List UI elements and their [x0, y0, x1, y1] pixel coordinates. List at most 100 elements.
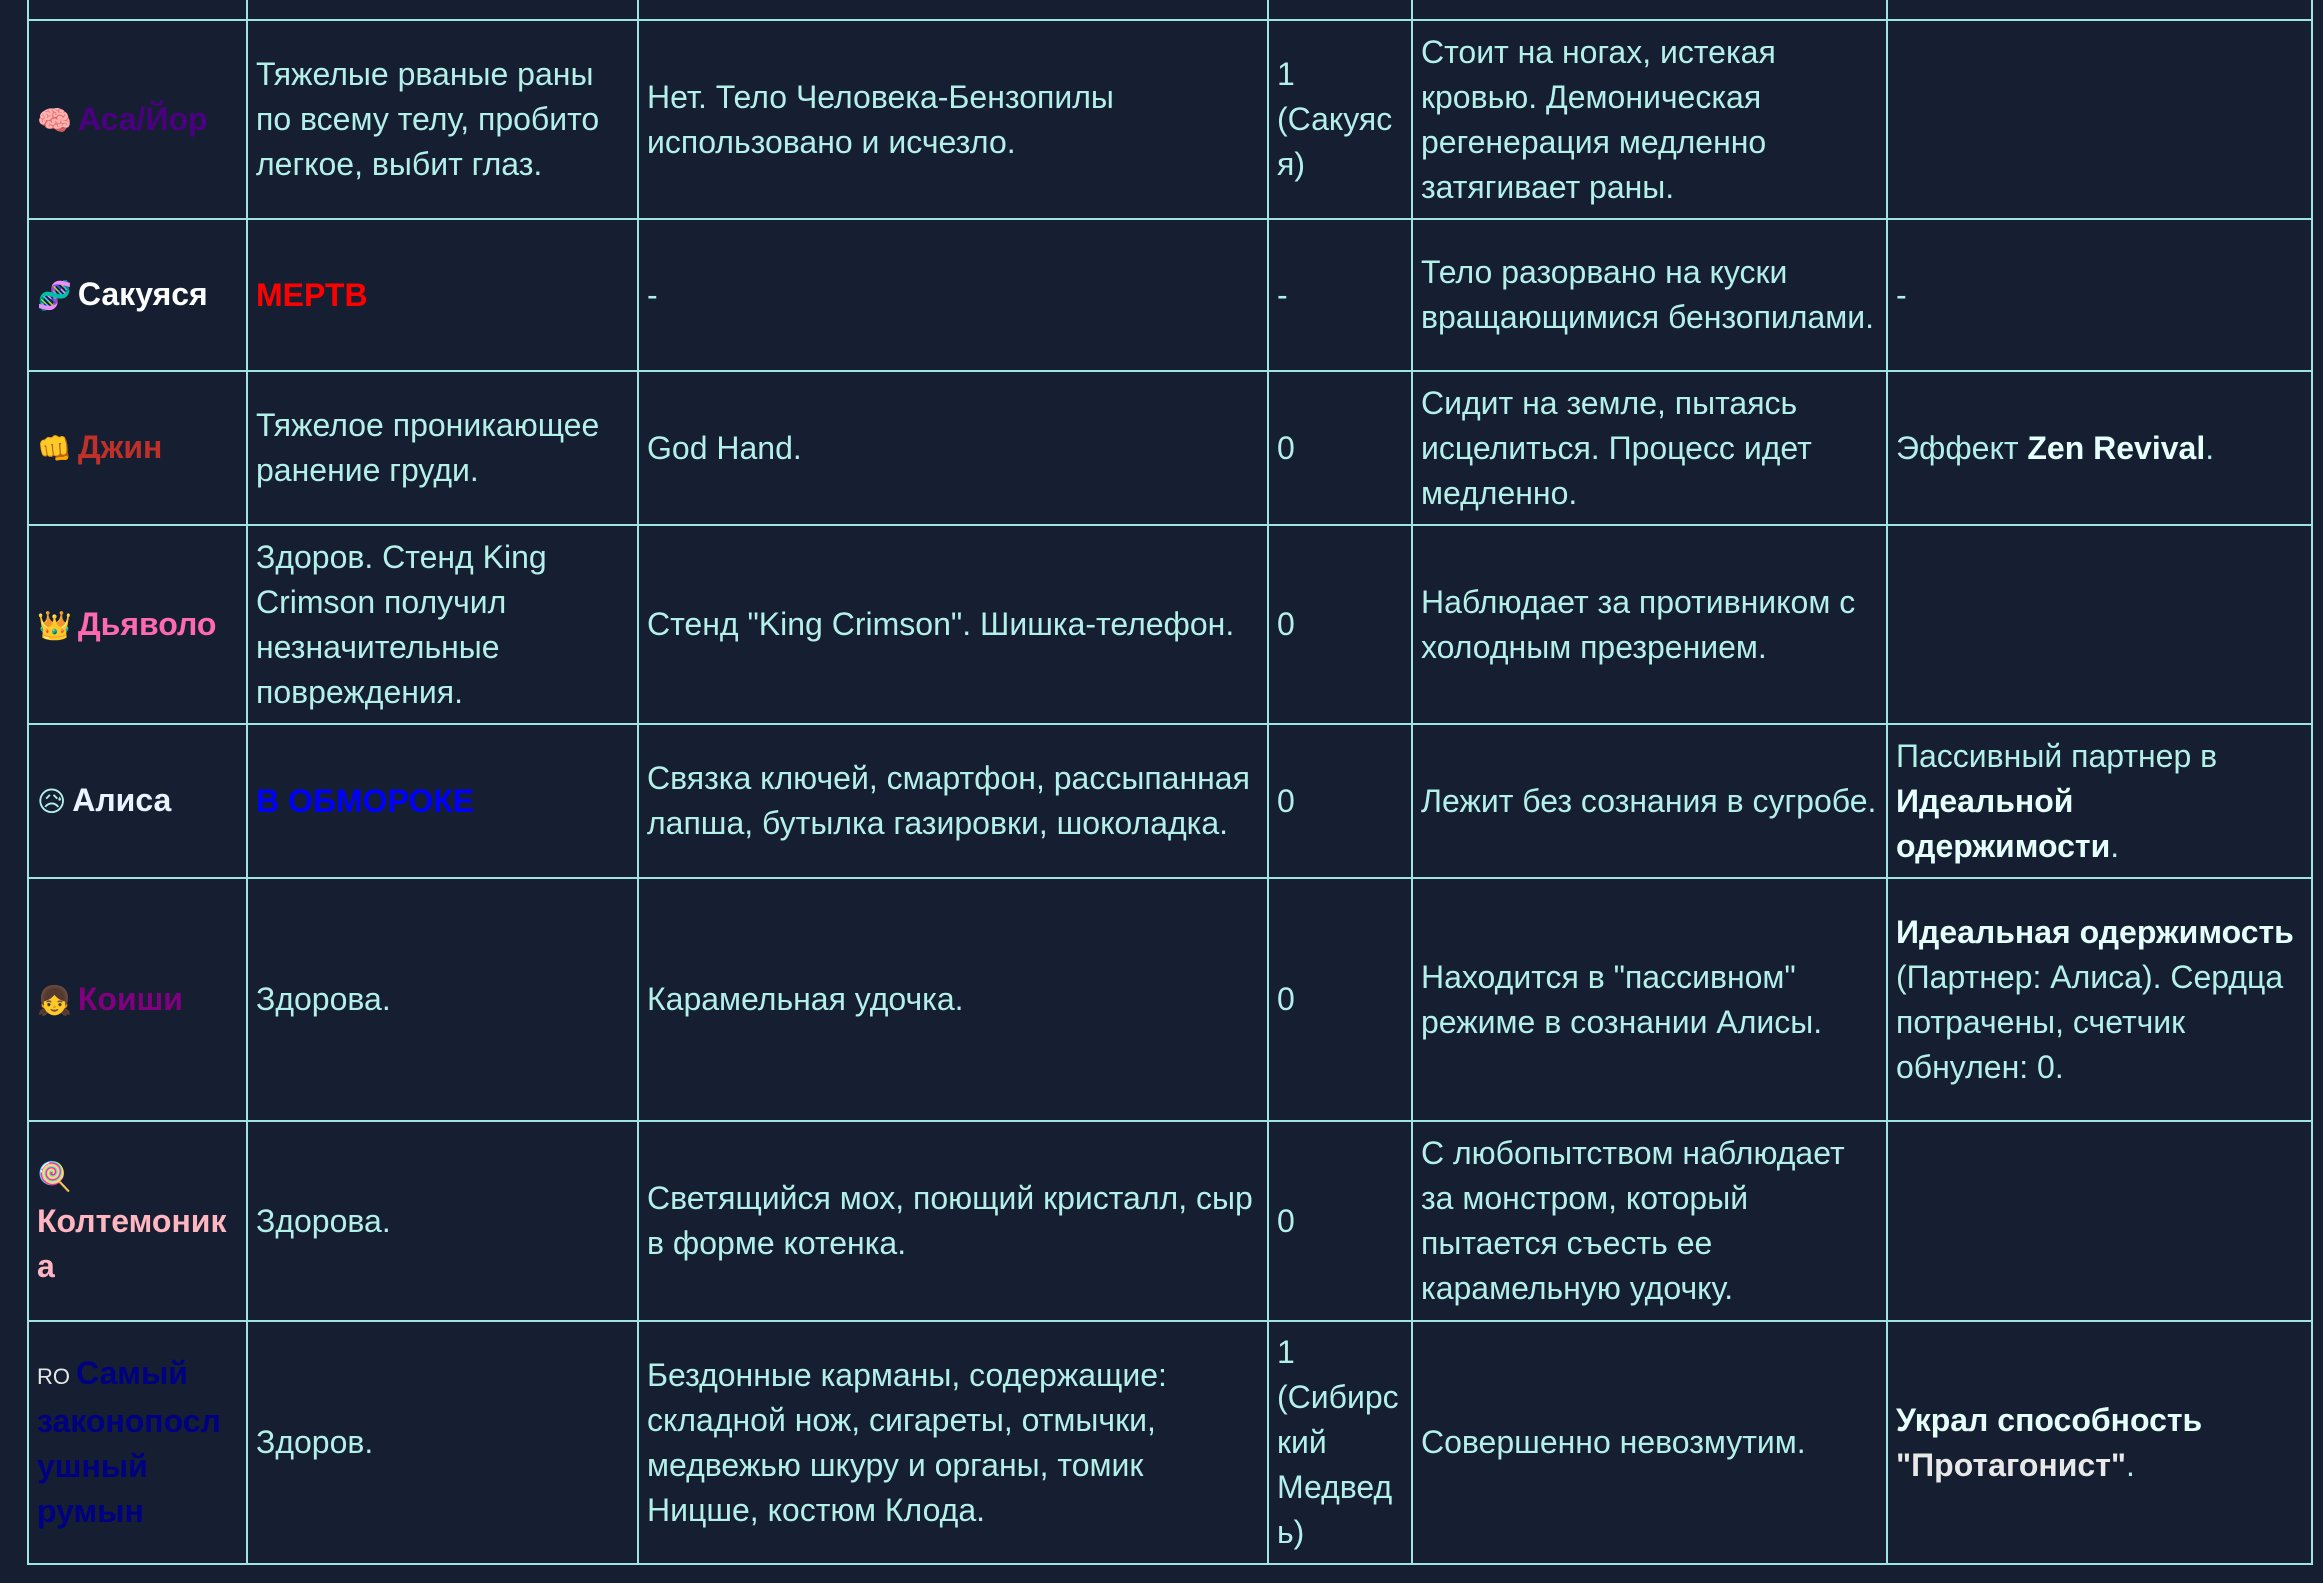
count-text: 0	[1277, 606, 1295, 642]
character-cell: 🍭 Колтемоника	[27, 1120, 248, 1322]
items-text: Связка ключей, смартфон, рассыпанная лап…	[647, 760, 1250, 841]
table-row: 👧 Коиши Здорова. Карамельная удочка. 0 На…	[27, 877, 2313, 1122]
count-text: 0	[1277, 1202, 1295, 1239]
health-text: Тяжелое проникающее ранение груди.	[256, 407, 600, 488]
state-text: Совершенно невозмутим.	[1421, 1424, 1806, 1460]
notes-text: .	[2110, 827, 2120, 864]
health-cell: Тяжелое проникающее ранение груди.	[246, 370, 639, 526]
notes-cell: Украл способность "Протагонист".	[1886, 1320, 2313, 1565]
state-cell: Тело разорвано на куски вращающимися бен…	[1411, 218, 1888, 372]
health-text: Здоров. Стенд King Crimson получил незна…	[256, 538, 547, 710]
count-text: 0	[1277, 429, 1295, 466]
table-row: 😥 Алиса В ОБМОРОКЕ Связка ключей, смартфо…	[27, 723, 2313, 879]
notes-cell	[1886, 524, 2313, 725]
girl-icon: 👧	[37, 984, 72, 1016]
items-cell: God Hand.	[637, 370, 1269, 526]
count-text: 0	[1277, 981, 1295, 1017]
state-cell: Сидит на земле, пытаясь исцелиться. Проц…	[1411, 370, 1888, 526]
health-text: Тяжелые рваные раны по всему телу, проби…	[256, 56, 600, 182]
count-cell: 1 (Сакуяся)	[1267, 19, 1413, 220]
notes-cell: Идеальная одержимость (Партнер: Алиса). …	[1886, 877, 2313, 1122]
health-cell: Тяжелые рваные раны по всему телу, проби…	[246, 19, 639, 220]
notes-text: .	[2205, 429, 2215, 466]
count-cell: 1 (Сибирский Медведь)	[1267, 1320, 1413, 1565]
notes-text: (Партнер: Алиса). Сердца потрачены, счет…	[1896, 958, 2284, 1085]
items-text: Бездонные карманы, содержащие: складной …	[647, 1356, 1167, 1528]
notes-highlight: Украл способность	[1896, 1401, 2203, 1438]
character-name: Коиши	[77, 980, 183, 1017]
health-cell: Здорова.	[246, 1120, 639, 1322]
notes-cell	[1886, 19, 2313, 220]
health-cell: Здорова.	[246, 877, 639, 1122]
notes-text: Пассивный партнер в	[1896, 737, 2218, 774]
notes-highlight: Идеальной одержимости	[1896, 782, 2111, 864]
table-row: RO Самый законопослушный румын Здоров. Бе…	[27, 1320, 2313, 1565]
health-cell: МЕРТВ	[246, 218, 639, 372]
count-cell: 0	[1267, 524, 1413, 725]
items-cell: -	[637, 218, 1269, 372]
notes-cell	[1886, 1120, 2313, 1322]
character-status-table: 🧠 Аса/Йор Тяжелые рваные раны по всему те…	[27, 0, 2313, 1565]
character-name: Аса/Йор	[77, 100, 208, 137]
character-name: Джин	[77, 429, 163, 465]
character-name: Сакуяся	[77, 276, 208, 312]
state-cell: Стоит на ногах, истекая кровью. Демониче…	[1411, 19, 1888, 220]
items-cell: Стенд "King Crimson". Шишка-телефон.	[637, 524, 1269, 725]
health-text: Здорова.	[256, 1202, 391, 1239]
notes-text: .	[2126, 1446, 2135, 1483]
health-text: В ОБМОРОКЕ	[256, 782, 475, 819]
character-name: Самый законопослушный румын	[37, 1355, 221, 1529]
count-text: 1 (Сакуяся)	[1277, 56, 1393, 182]
health-cell: Здоров.	[246, 1320, 639, 1565]
notes-text: -	[1896, 276, 1907, 313]
health-cell: В ОБМОРОКЕ	[246, 723, 639, 879]
items-cell: Светящийся мох, поющий кристалл, сыр в ф…	[637, 1120, 1269, 1322]
count-cell: -	[1267, 218, 1413, 372]
state-text: Находится в "пассивном" режиме в сознани…	[1421, 958, 1823, 1040]
count-cell: 0	[1267, 723, 1413, 879]
state-text: Наблюдает за противником с холодным през…	[1421, 583, 1856, 665]
notes-cell: Эффект Zen Revival.	[1886, 370, 2313, 526]
character-cell: 🧠 Аса/Йор	[27, 19, 248, 220]
character-cell: 🧬 Сакуяся	[27, 218, 248, 372]
items-text: God Hand.	[647, 429, 802, 466]
notes-text: Эффект	[1896, 429, 2028, 466]
character-name: Алиса	[72, 782, 172, 818]
state-cell: Лежит без сознания в сугробе.	[1411, 723, 1888, 879]
notes-highlight: Идеальная одержимость	[1896, 913, 2294, 950]
state-cell: Находится в "пассивном" режиме в сознани…	[1411, 877, 1888, 1122]
health-text: Здоров.	[256, 1424, 374, 1460]
notes-quote: "Протагонист"	[1896, 1446, 2127, 1483]
count-cell: 0	[1267, 370, 1413, 526]
state-text: Стоит на ногах, истекая кровью. Демониче…	[1421, 33, 1776, 205]
table-row: 🍭 Колтемоника Здорова. Светящийся мох, по…	[27, 1120, 2313, 1322]
health-cell: Здоров. Стенд King Crimson получил незна…	[246, 524, 639, 725]
notes-highlight: Zen Revival	[2027, 429, 2206, 466]
state-text: С любопытством наблюдает за монстром, ко…	[1421, 1135, 1845, 1306]
notes-cell: Пассивный партнер в Идеальной одержимост…	[1886, 723, 2313, 879]
table-row: 👊 Джин Тяжелое проникающее ранение груди.…	[27, 370, 2313, 526]
lollipop-icon: 🍭	[37, 1161, 72, 1192]
state-text: Тело разорвано на куски вращающимися бен…	[1421, 254, 1874, 335]
state-text: Сидит на земле, пытаясь исцелиться. Проц…	[1421, 384, 1812, 511]
state-cell: Наблюдает за противником с холодным през…	[1411, 524, 1888, 725]
state-cell: Совершенно невозмутим.	[1411, 1320, 1888, 1565]
items-text: Карамельная удочка.	[647, 981, 964, 1017]
health-text: Здорова.	[256, 981, 391, 1017]
romania-flag-icon: RO	[37, 1364, 70, 1389]
state-cell: С любопытством наблюдает за монстром, ко…	[1411, 1120, 1888, 1322]
items-text: Нет. Тело Человека-Бензопилы использован…	[647, 78, 1114, 160]
items-cell: Карамельная удочка.	[637, 877, 1269, 1122]
table-row: 🧠 Аса/Йор Тяжелые рваные раны по всему те…	[27, 19, 2313, 220]
character-cell: 👧 Коиши	[27, 877, 248, 1122]
character-cell: 😥 Алиса	[27, 723, 248, 879]
table-row: 🧬 Сакуяся МЕРТВ - - Тело разорвано на кус…	[27, 218, 2313, 372]
items-cell: Бездонные карманы, содержащие: складной …	[637, 1320, 1269, 1565]
count-cell: 0	[1267, 1120, 1413, 1322]
character-name: Колтемоника	[37, 1203, 227, 1284]
fist-icon: 👊	[37, 433, 72, 464]
table-row-partial	[27, 0, 2313, 21]
items-cell: Нет. Тело Человека-Бензопилы использован…	[637, 19, 1269, 220]
items-text: Стенд "King Crimson". Шишка-телефон.	[647, 606, 1235, 642]
items-text: -	[647, 276, 658, 313]
